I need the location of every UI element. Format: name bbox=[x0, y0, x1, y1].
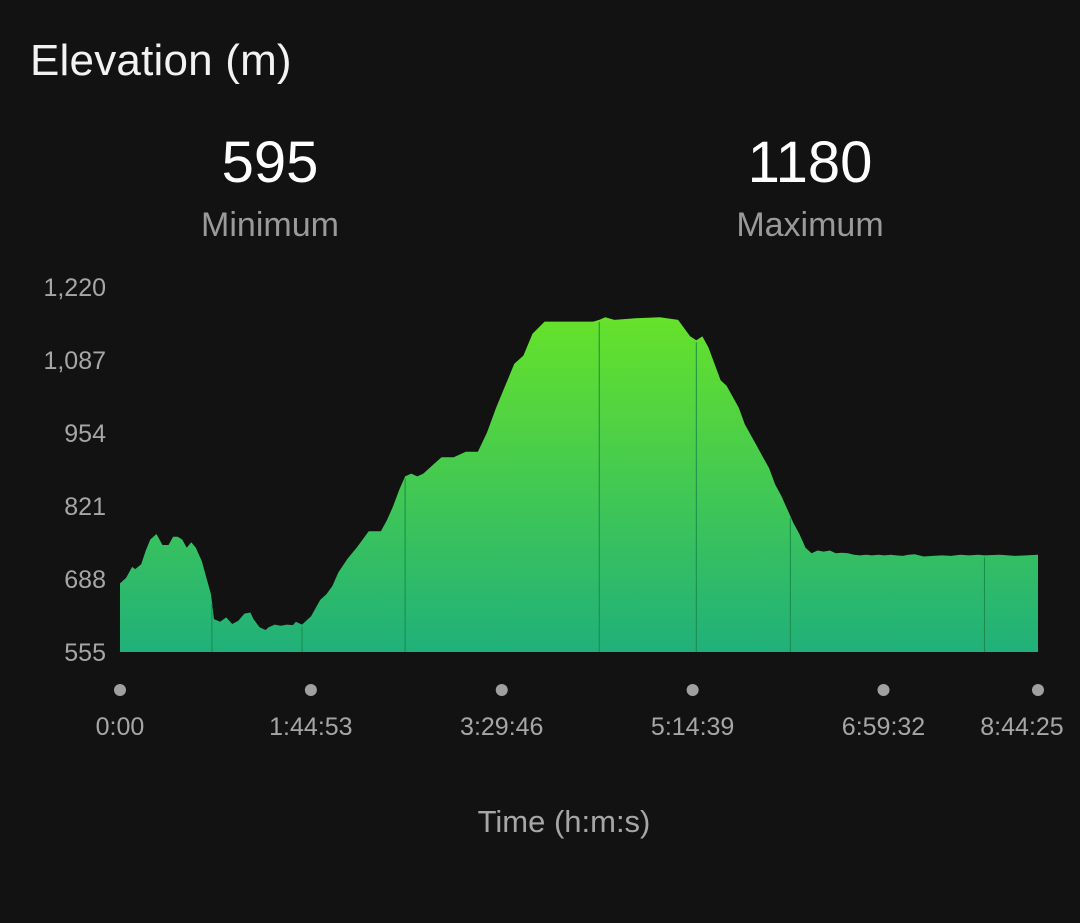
x-tick-dot bbox=[304, 684, 317, 696]
minimum-value: 595 bbox=[221, 130, 319, 195]
y-axis: 555 688 821 954 1,087 1,220 bbox=[43, 274, 106, 667]
x-tick-dot bbox=[114, 684, 126, 696]
x-tick-dot bbox=[877, 684, 890, 696]
chart-title: Elevation (m) bbox=[30, 36, 292, 85]
x-tick-label: 5:14:39 bbox=[651, 713, 734, 741]
plot-area bbox=[120, 317, 1038, 652]
x-tick-label: 1:44:53 bbox=[269, 713, 352, 741]
maximum-label: Maximum bbox=[736, 206, 884, 244]
y-tick-label: 688 bbox=[64, 566, 106, 594]
x-axis: 0:00 1:44:53 3:29:46 5:14:39 6:59:32 8:44:25 bbox=[96, 684, 1064, 741]
x-tick-label: 3:29:46 bbox=[460, 713, 543, 741]
y-tick-label: 954 bbox=[64, 420, 106, 448]
y-tick-label: 1,220 bbox=[43, 274, 106, 302]
y-tick-label: 821 bbox=[64, 493, 106, 521]
x-tick-dot bbox=[1032, 684, 1044, 696]
minimum-stat: 595 Minimum bbox=[120, 130, 420, 244]
y-tick-label: 1,087 bbox=[43, 347, 106, 375]
maximum-stat: 1180 Maximum bbox=[660, 130, 960, 244]
x-tick-label: 8:44:25 bbox=[980, 713, 1063, 741]
maximum-value: 1180 bbox=[747, 130, 873, 195]
y-tick-label: 555 bbox=[64, 639, 106, 667]
x-tick-label: 6:59:32 bbox=[842, 713, 925, 741]
minimum-label: Minimum bbox=[201, 206, 339, 244]
x-tick-label: 0:00 bbox=[96, 713, 145, 741]
x-tick-dot bbox=[686, 684, 699, 696]
elevation-area bbox=[120, 317, 1038, 652]
x-tick-dot bbox=[495, 684, 508, 696]
x-axis-title: Time (h:m:s) bbox=[478, 804, 651, 839]
